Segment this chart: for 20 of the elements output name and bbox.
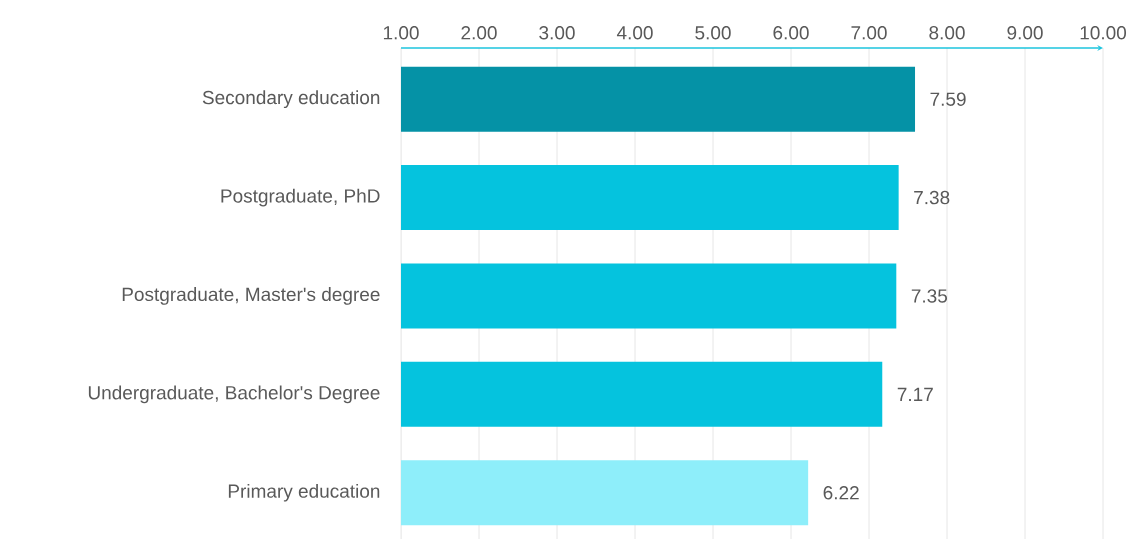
x-tick-label: 6.00 xyxy=(773,26,809,40)
data-label: 7.17 xyxy=(897,387,933,401)
x-tick-label: 2.00 xyxy=(461,26,497,40)
x-tick-label: 8.00 xyxy=(929,26,965,40)
y-tick-label: Undergraduate, Bachelor's Degree xyxy=(88,385,380,404)
x-tick-label: 5.00 xyxy=(695,26,731,40)
y-tick-label: Primary education xyxy=(228,483,380,502)
x-tick-label: 9.00 xyxy=(1007,26,1043,40)
x-tick-label: 4.00 xyxy=(616,26,653,40)
data-label: 7.38 xyxy=(914,190,950,205)
x-tick-label: 3.00 xyxy=(539,26,575,40)
x-tick-label: 7.00 xyxy=(851,26,887,40)
y-tick-label: Postgraduate, PhD xyxy=(221,188,380,207)
x-tick-label: 1.00 xyxy=(383,26,419,40)
y-tick-label: Postgraduate, Master's degree xyxy=(122,287,380,305)
data-label: 7.59 xyxy=(930,92,966,106)
x-tick-label: 10.00 xyxy=(1080,26,1127,40)
data-label: 6.22 xyxy=(823,486,859,500)
y-tick-label: Secondary education xyxy=(202,90,380,109)
data-label: 7.35 xyxy=(911,289,948,303)
